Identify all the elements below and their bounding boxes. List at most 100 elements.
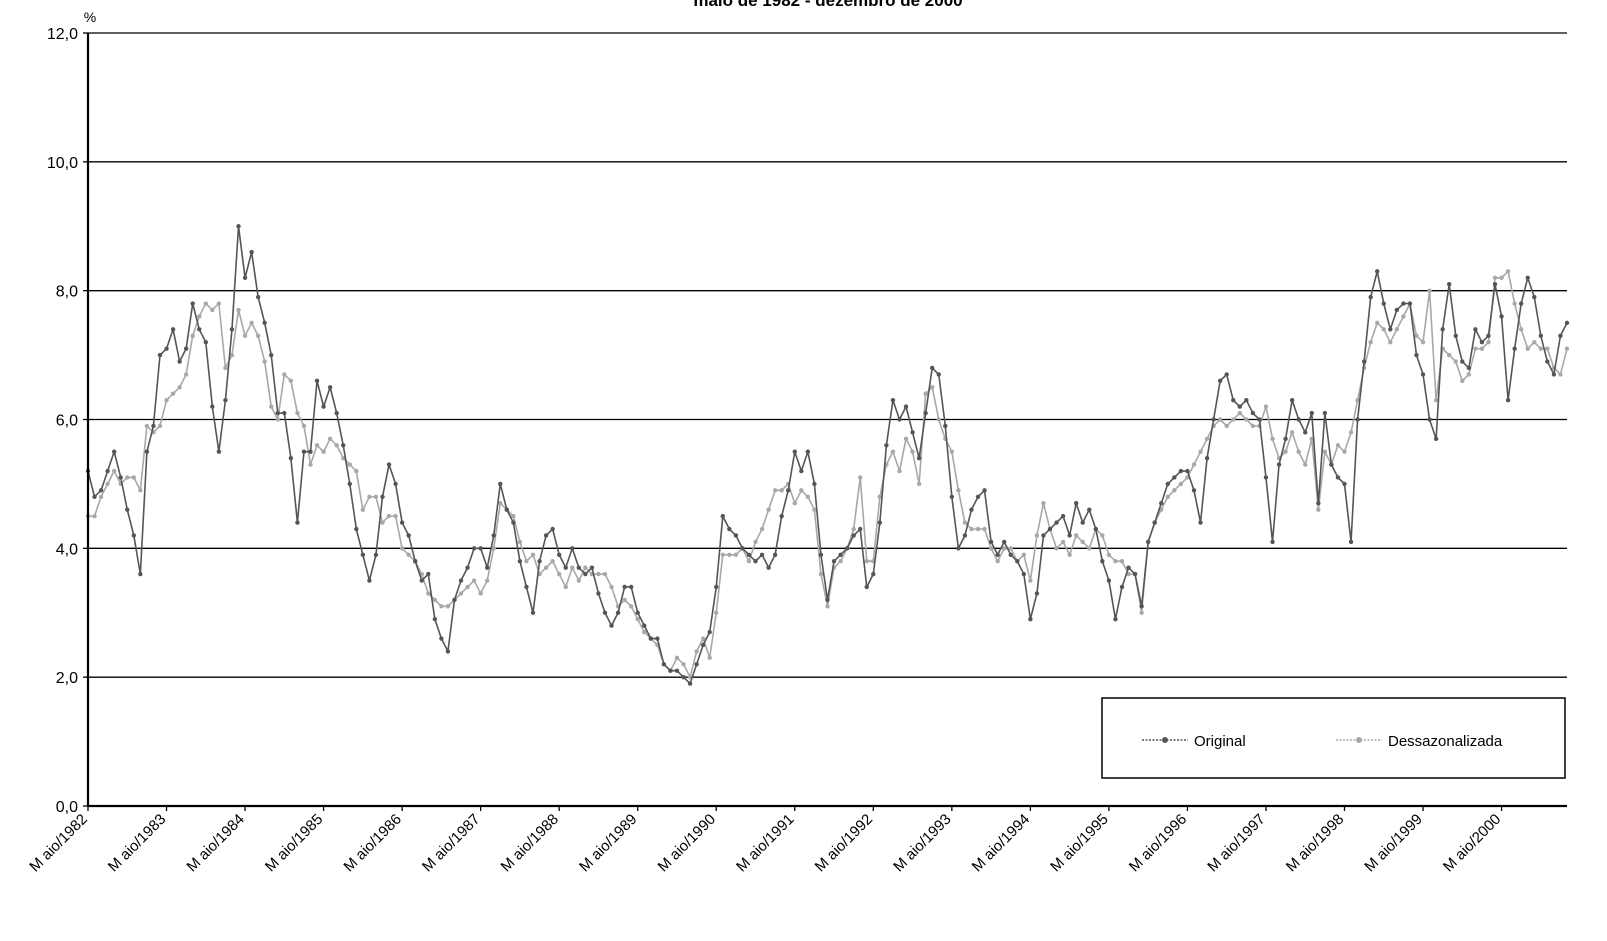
data-point-original	[635, 610, 640, 615]
data-point-dessazonalizada	[341, 455, 346, 461]
data-point-dessazonalizada	[1420, 340, 1426, 345]
data-point-original	[1453, 333, 1458, 338]
data-point-dessazonalizada	[707, 655, 712, 661]
data-point-dessazonalizada	[1270, 436, 1275, 442]
data-point-dessazonalizada	[1486, 340, 1491, 345]
data-point-dessazonalizada	[138, 488, 143, 493]
data-point-dessazonalizada	[1139, 610, 1144, 615]
data-point-original	[818, 552, 824, 557]
data-point-dessazonalizada	[471, 578, 477, 583]
data-point-original	[1303, 430, 1308, 435]
data-point-original	[1309, 410, 1314, 416]
data-point-original	[321, 404, 326, 409]
data-point-dessazonalizada	[229, 352, 235, 358]
data-point-original	[478, 546, 483, 551]
x-tick-label: M aio/1997	[1204, 811, 1269, 876]
data-point-original	[1034, 591, 1040, 596]
data-point-dessazonalizada	[838, 559, 843, 564]
data-point-original	[1440, 327, 1445, 332]
data-point-original	[1198, 520, 1203, 525]
data-point-original	[183, 346, 189, 351]
data-point-dessazonalizada	[164, 397, 169, 403]
data-point-original	[197, 327, 202, 332]
data-point-original	[825, 597, 830, 603]
data-point-original	[419, 578, 424, 583]
data-point-dessazonalizada	[1250, 423, 1256, 429]
data-point-dessazonalizada	[236, 307, 241, 313]
data-point-dessazonalizada	[923, 391, 928, 396]
data-point-original	[458, 578, 464, 583]
data-point-original	[949, 494, 955, 499]
data-point-original	[1073, 501, 1079, 506]
y-tick-label: 8,0	[56, 284, 78, 301]
data-point-original	[1322, 410, 1328, 416]
data-point-dessazonalizada	[203, 301, 208, 306]
data-point-dessazonalizada	[380, 520, 385, 525]
data-point-dessazonalizada	[576, 578, 582, 583]
x-tick-label: M aio/1986	[340, 811, 405, 876]
data-point-original	[1178, 468, 1184, 474]
data-point-original	[1113, 616, 1118, 622]
data-point-original	[1361, 359, 1367, 364]
chart-title: maio de 1982 - dezembro de 2000	[693, 0, 962, 10]
data-point-original	[1217, 378, 1223, 384]
data-point-dessazonalizada	[216, 301, 222, 306]
data-point-dessazonalizada	[1355, 397, 1360, 403]
data-point-original	[151, 423, 156, 429]
data-point-dessazonalizada	[1080, 539, 1085, 545]
data-point-dessazonalizada	[772, 488, 778, 493]
data-point-original	[936, 372, 941, 377]
data-point-original	[609, 623, 614, 628]
data-point-original	[576, 565, 582, 570]
data-point-original	[1538, 333, 1544, 338]
data-point-dessazonalizada	[694, 649, 699, 654]
data-point-original	[1237, 404, 1242, 409]
data-point-original	[759, 552, 765, 557]
data-point-dessazonalizada	[386, 513, 392, 519]
data-point-original	[779, 513, 784, 519]
data-point-dessazonalizada	[962, 520, 968, 525]
data-point-original	[969, 507, 974, 512]
data-point-original	[125, 507, 130, 512]
data-point-dessazonalizada	[1427, 288, 1432, 293]
data-point-original	[1473, 327, 1478, 332]
data-point-original	[301, 449, 307, 454]
data-point-original	[439, 636, 444, 641]
data-point-original	[1316, 501, 1321, 506]
x-tick-label: M aio/1984	[183, 811, 248, 876]
data-point-dessazonalizada	[812, 507, 817, 512]
data-point-dessazonalizada	[890, 449, 896, 454]
data-point-dessazonalizada	[314, 443, 320, 448]
data-point-original	[406, 533, 411, 538]
data-point-original	[1204, 455, 1210, 461]
data-point-original	[930, 365, 935, 371]
data-point-dessazonalizada	[1342, 449, 1347, 454]
data-point-dessazonalizada	[445, 604, 451, 609]
data-point-dessazonalizada	[916, 481, 922, 487]
data-point-original	[563, 565, 568, 570]
data-point-original	[786, 488, 791, 493]
data-point-dessazonalizada	[1538, 346, 1544, 351]
data-point-original	[877, 520, 883, 525]
data-point-dessazonalizada	[334, 443, 339, 448]
data-point-dessazonalizada	[347, 462, 352, 467]
data-point-original	[1060, 513, 1066, 519]
data-point-original	[916, 455, 922, 461]
data-point-dessazonalizada	[746, 559, 752, 564]
x-tick-label: M aio/1983	[105, 811, 170, 876]
data-point-original	[393, 481, 398, 487]
data-point-dessazonalizada	[242, 333, 248, 338]
data-point-original	[386, 462, 392, 467]
data-point-original	[138, 571, 143, 577]
y-tick-label: 4,0	[56, 541, 78, 558]
data-point-original	[838, 552, 843, 557]
data-point-original	[995, 552, 1000, 557]
series-line-original	[87, 225, 1568, 685]
data-point-original	[413, 559, 418, 564]
data-point-dessazonalizada	[282, 372, 287, 377]
data-point-dessazonalizada	[1224, 423, 1229, 429]
data-point-original	[1152, 520, 1157, 525]
x-tick-label: M aio/1998	[1283, 811, 1348, 876]
data-point-dessazonalizada	[1368, 340, 1373, 345]
